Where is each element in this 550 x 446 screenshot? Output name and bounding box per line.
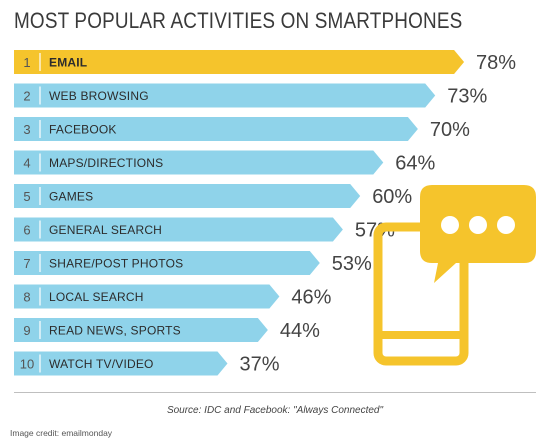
rank-number: 8 xyxy=(23,290,30,305)
bar xyxy=(14,83,436,108)
bar xyxy=(14,318,268,342)
bar xyxy=(14,117,418,141)
footer-divider xyxy=(14,392,536,393)
bar xyxy=(14,351,228,376)
value-label: 60% xyxy=(372,186,412,208)
category-label: EMAIL xyxy=(49,56,87,70)
bar xyxy=(14,50,465,74)
rank-number: 2 xyxy=(23,89,30,104)
image-credit: Image credit: emailmonday xyxy=(10,428,113,438)
value-label: 70% xyxy=(430,119,470,141)
value-label: 46% xyxy=(291,287,331,309)
category-label: GAMES xyxy=(49,190,93,204)
rank-number: 1 xyxy=(23,55,30,70)
rank-number: 9 xyxy=(23,323,30,338)
bar xyxy=(14,284,280,309)
category-label: READ NEWS, SPORTS xyxy=(49,324,181,338)
category-label: MAPS/DIRECTIONS xyxy=(49,156,163,170)
rank-number: 4 xyxy=(23,156,30,171)
value-label: 73% xyxy=(447,86,487,108)
category-label: GENERAL SEARCH xyxy=(49,223,162,237)
value-label: 64% xyxy=(395,153,435,175)
category-label: FACEBOOK xyxy=(49,123,117,137)
value-label: 37% xyxy=(239,354,279,376)
category-label: WATCH TV/VIDEO xyxy=(49,357,154,371)
chart-title: MOST POPULAR ACTIVITIES ON SMARTPHONES xyxy=(14,8,463,33)
bar xyxy=(14,217,343,242)
bar xyxy=(14,184,361,208)
category-label: WEB BROWSING xyxy=(49,89,149,103)
source-note: Source: IDC and Facebook: "Always Connec… xyxy=(166,405,384,416)
category-label: SHARE/POST PHOTOS xyxy=(49,257,183,271)
rank-number: 3 xyxy=(23,122,30,137)
rank-number: 6 xyxy=(23,223,30,238)
value-label: 53% xyxy=(332,253,372,275)
rank-number: 5 xyxy=(23,189,30,204)
rank-number: 7 xyxy=(23,256,30,271)
category-label: LOCAL SEARCH xyxy=(49,290,144,304)
bar xyxy=(14,251,320,275)
bar xyxy=(14,150,384,175)
smartphone-chat-icon xyxy=(373,185,536,366)
value-label: 44% xyxy=(280,320,320,342)
rank-number: 10 xyxy=(20,357,34,372)
value-label: 78% xyxy=(476,52,516,74)
